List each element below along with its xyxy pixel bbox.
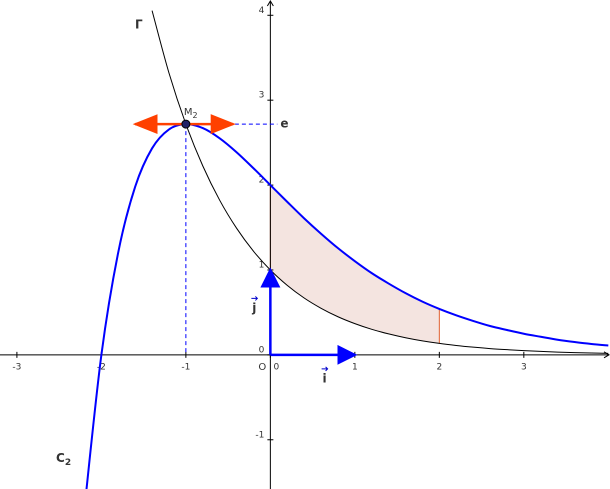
x-tick-label: 0 bbox=[273, 362, 279, 372]
y-tick-label: 1 bbox=[259, 260, 265, 270]
x-tick-label: -2 bbox=[97, 362, 106, 372]
y-tick-label: 3 bbox=[259, 91, 265, 101]
point-label: M2 bbox=[184, 107, 198, 120]
vector-label-arrow bbox=[251, 296, 259, 301]
series-label-sub: 2 bbox=[65, 458, 71, 468]
y-tick-label: 2 bbox=[259, 176, 265, 186]
point bbox=[181, 119, 191, 129]
x-tick-label: -3 bbox=[12, 362, 21, 372]
y-tick-label: 4 bbox=[259, 6, 265, 16]
axis-arrow bbox=[266, 0, 274, 7]
series-label: C2 bbox=[56, 451, 71, 468]
x-tick-label: 2 bbox=[436, 362, 442, 372]
y-tick-label: 0 bbox=[259, 345, 265, 355]
vector-label: i bbox=[323, 371, 327, 385]
x-tick-label: 3 bbox=[521, 362, 527, 372]
point-label-main: M bbox=[184, 107, 193, 118]
vector-label: j bbox=[251, 301, 256, 315]
y-tick-label: -1 bbox=[255, 430, 264, 440]
shaded-area bbox=[270, 185, 440, 344]
y-guide-label: e bbox=[280, 117, 288, 131]
curve bbox=[85, 123, 609, 489]
x-tick-label: -1 bbox=[181, 362, 190, 372]
curve bbox=[151, 10, 609, 354]
series-label: Γ bbox=[135, 18, 143, 32]
origin-label: O bbox=[258, 362, 266, 373]
vector-label-arrow bbox=[321, 366, 329, 372]
x-tick-label: 1 bbox=[352, 362, 358, 372]
point-label-sub: 2 bbox=[193, 111, 198, 120]
series-label-main: C bbox=[56, 451, 65, 465]
